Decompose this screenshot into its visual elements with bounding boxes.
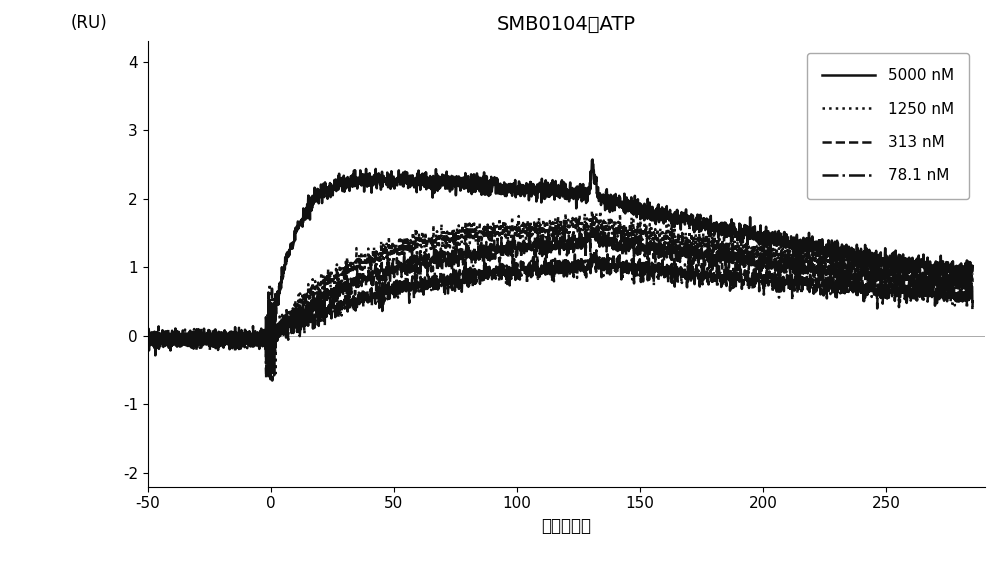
Y-axis label: (RU): (RU) — [71, 14, 107, 32]
Legend: 5000 nM, 1250 nM, 313 nM, 78.1 nM: 5000 nM, 1250 nM, 313 nM, 78.1 nM — [807, 53, 969, 199]
5000 nM — [142, 335, 154, 342]
5000 nM — [285, 240, 297, 247]
78.1 nM — [494, 254, 506, 261]
313 nM — [494, 246, 506, 253]
313 nM — [285, 312, 297, 319]
78.1 nM — [142, 336, 154, 343]
313 nM — [458, 249, 470, 256]
5000 nM — [586, 156, 598, 163]
Line: 1250 nM: 1250 nM — [148, 211, 973, 378]
5000 nM — [265, 376, 277, 383]
1250 nM — [265, 374, 277, 381]
78.1 nM — [862, 289, 874, 296]
Line: 78.1 nM: 78.1 nM — [148, 247, 973, 376]
X-axis label: 时间（秒）: 时间（秒） — [541, 517, 591, 535]
1250 nM — [458, 224, 470, 231]
78.1 nM — [951, 290, 963, 297]
78.1 nM — [236, 333, 248, 340]
1250 nM — [494, 231, 506, 238]
1250 nM — [236, 334, 248, 341]
78.1 nM — [580, 244, 592, 251]
1250 nM — [142, 336, 154, 343]
5000 nM — [862, 250, 874, 257]
5000 nM — [967, 263, 979, 270]
5000 nM — [458, 182, 470, 189]
Title: SMB0104：ATP: SMB0104：ATP — [497, 15, 636, 34]
Line: 5000 nM: 5000 nM — [148, 160, 973, 379]
313 nM — [862, 267, 874, 274]
313 nM — [592, 222, 604, 229]
78.1 nM — [263, 373, 275, 380]
1250 nM — [951, 272, 963, 279]
78.1 nM — [458, 263, 470, 270]
Line: 313 nM: 313 nM — [148, 226, 973, 381]
313 nM — [266, 377, 278, 384]
1250 nM — [967, 270, 979, 277]
78.1 nM — [967, 297, 979, 304]
78.1 nM — [285, 318, 297, 325]
5000 nM — [236, 342, 248, 349]
313 nM — [142, 333, 154, 340]
313 nM — [967, 277, 979, 284]
313 nM — [236, 328, 248, 335]
1250 nM — [862, 269, 874, 276]
1250 nM — [586, 207, 598, 214]
1250 nM — [285, 305, 297, 312]
313 nM — [951, 271, 963, 278]
5000 nM — [494, 190, 506, 197]
5000 nM — [951, 269, 963, 276]
